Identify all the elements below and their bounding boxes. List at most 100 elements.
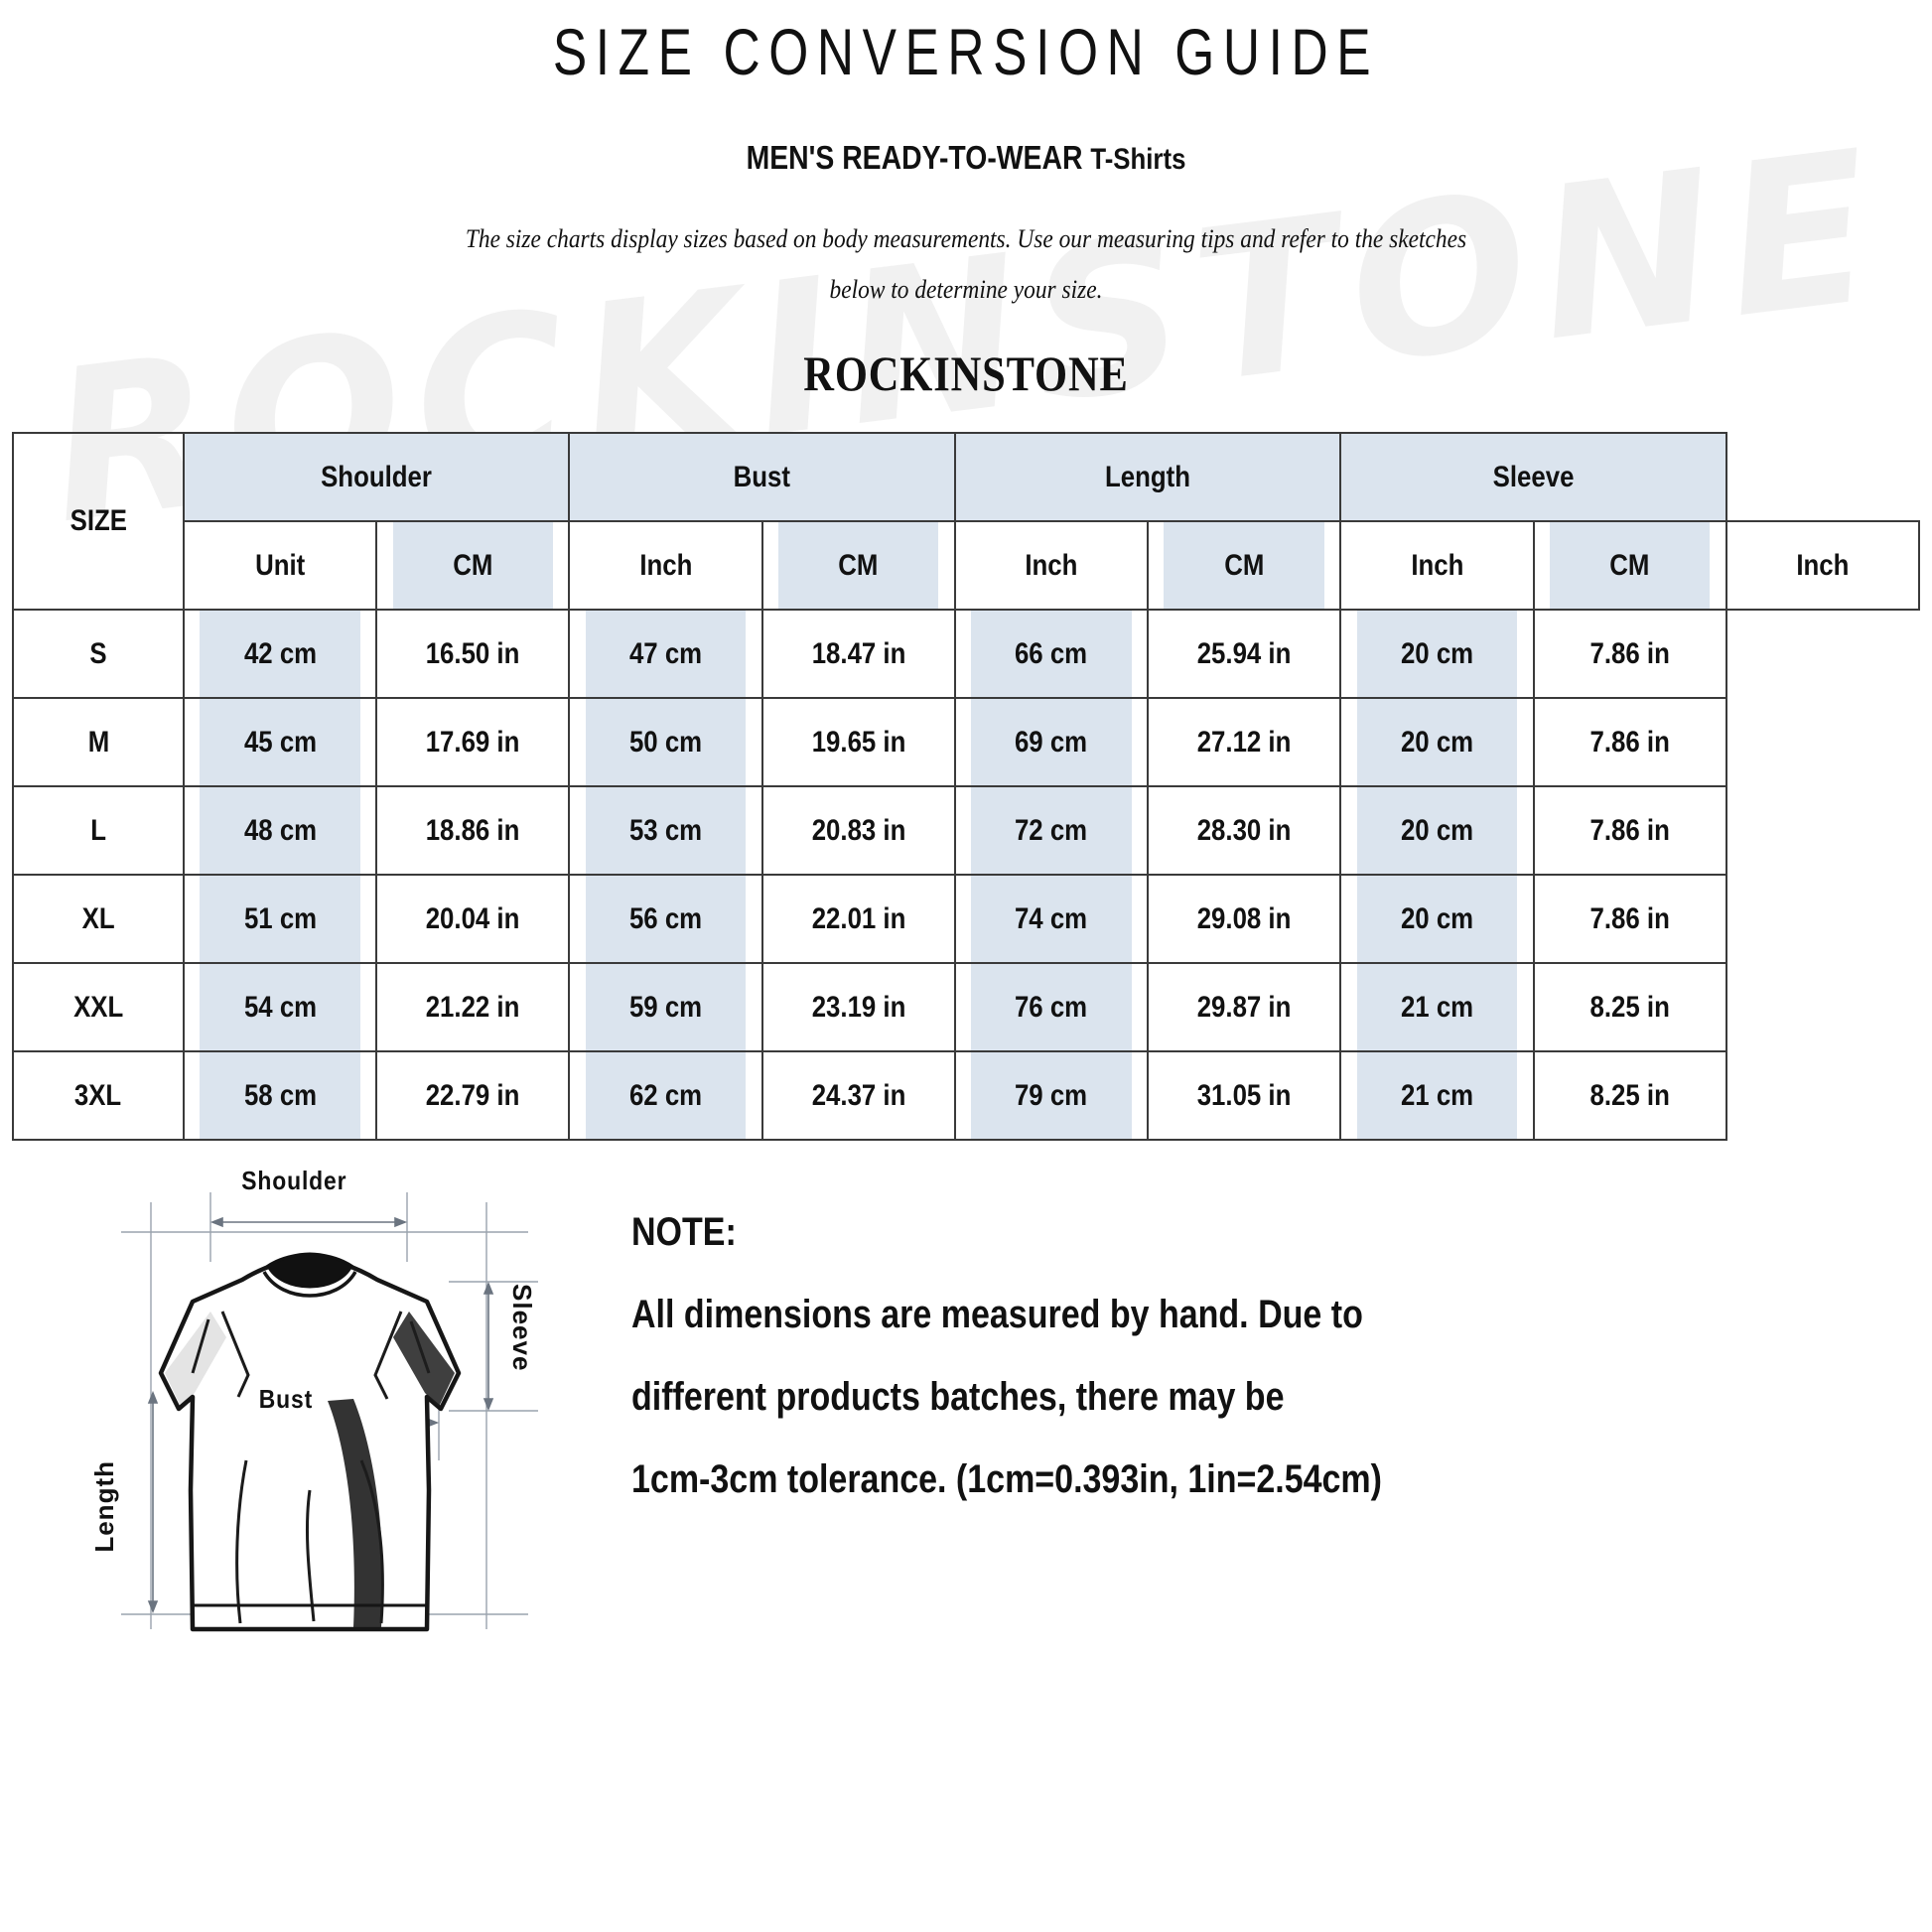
cell-cm: 21 cm bbox=[1339, 962, 1535, 1053]
cell-size: L bbox=[12, 785, 185, 877]
cell-inch: 22.79 in bbox=[375, 1050, 571, 1142]
note-line-2: different products batches, there may be bbox=[631, 1375, 1285, 1420]
tshirt-collar bbox=[266, 1252, 353, 1289]
cell-inch: 8.25 in bbox=[1532, 1050, 1727, 1142]
page-subtitle: MEN'S READY-TO-WEAR T-Shirts bbox=[135, 139, 1797, 177]
diagram-label-bust: Bust bbox=[258, 1384, 314, 1415]
cell-cm: 42 cm bbox=[182, 609, 378, 700]
cell-cm: 20 cm bbox=[1339, 609, 1535, 700]
subtitle-product: T-Shirts bbox=[1090, 143, 1186, 176]
cell-size: XL bbox=[12, 874, 185, 965]
cell-inch: 16.50 in bbox=[375, 609, 571, 700]
table-row: L 48 cm 18.86 in 53 cm 20.83 in 72 cm 28.30 in… bbox=[12, 785, 1919, 877]
cell-inch: 29.08 in bbox=[1147, 874, 1342, 965]
note-block: NOTE: All dimensions are measured by han… bbox=[608, 1163, 1932, 1502]
cell-inch: 7.86 in bbox=[1532, 785, 1727, 877]
tshirt-diagram-svg bbox=[121, 1192, 538, 1632]
header-size: SIZE bbox=[12, 432, 185, 612]
cell-cm: 20 cm bbox=[1339, 874, 1535, 965]
cell-cm: 76 cm bbox=[953, 962, 1150, 1053]
description: The size charts display sizes based on b… bbox=[96, 214, 1835, 315]
note-title: NOTE: bbox=[631, 1210, 737, 1255]
header-group-shoulder: Shoulder bbox=[182, 432, 571, 523]
cell-cm: 69 cm bbox=[953, 697, 1150, 788]
cell-inch: 31.05 in bbox=[1147, 1050, 1342, 1142]
cell-cm: 51 cm bbox=[182, 874, 378, 965]
cell-size: S bbox=[12, 609, 185, 700]
note-line-1: All dimensions are measured by hand. Due… bbox=[631, 1293, 1363, 1337]
cell-cm: 74 cm bbox=[953, 874, 1150, 965]
subtitle-category: MEN'S READY-TO-WEAR bbox=[746, 139, 1083, 176]
cell-cm: 45 cm bbox=[182, 697, 378, 788]
header-unit-shoulder-cm: CM bbox=[375, 520, 571, 612]
cell-cm: 20 cm bbox=[1339, 785, 1535, 877]
cell-cm: 50 cm bbox=[568, 697, 763, 788]
cell-cm: 66 cm bbox=[953, 609, 1150, 700]
cell-size: M bbox=[12, 697, 185, 788]
cell-inch: 21.22 in bbox=[375, 962, 571, 1053]
cell-cm: 53 cm bbox=[568, 785, 763, 877]
note-line-3: 1cm-3cm tolerance. (1cm=0.393in, 1in=2.5… bbox=[631, 1457, 1382, 1502]
cell-inch: 29.87 in bbox=[1147, 962, 1342, 1053]
table-unit-header-row: Unit CM Inch CM Inch CM Inch bbox=[13, 520, 1921, 612]
cell-inch: 18.47 in bbox=[760, 609, 956, 700]
table-row: 3XL 58 cm 22.79 in 62 cm 24.37 in 79 cm 31.05 … bbox=[12, 1050, 1919, 1142]
description-line-2: below to determine your size. bbox=[829, 274, 1103, 304]
size-chart-table: SIZE Shoulder Bust Length Sleeve Unit CM bbox=[12, 432, 1921, 1142]
cell-inch: 17.69 in bbox=[375, 697, 571, 788]
table-body: S 42 cm 16.50 in 47 cm 18.47 in 66 cm 25.94 in… bbox=[12, 609, 1919, 1142]
header-unit-label: Unit bbox=[182, 520, 378, 612]
header-unit-length-inch: Inch bbox=[1339, 520, 1535, 612]
cell-inch: 8.25 in bbox=[1532, 962, 1727, 1053]
cell-cm: 21 cm bbox=[1339, 1050, 1535, 1142]
cell-inch: 20.83 in bbox=[760, 785, 956, 877]
diagram-label-shoulder: Shoulder bbox=[241, 1166, 347, 1196]
cell-inch: 18.86 in bbox=[375, 785, 571, 877]
cell-cm: 56 cm bbox=[568, 874, 763, 965]
cell-size: 3XL bbox=[12, 1050, 185, 1142]
header-group-length: Length bbox=[953, 432, 1342, 523]
cell-inch: 20.04 in bbox=[375, 874, 571, 965]
table-row: XL 51 cm 20.04 in 56 cm 22.01 in 74 cm 29.08 i… bbox=[12, 874, 1919, 965]
cell-inch: 24.37 in bbox=[760, 1050, 956, 1142]
table-group-header-row: SIZE Shoulder Bust Length Sleeve bbox=[12, 432, 1919, 612]
cell-cm: 62 cm bbox=[568, 1050, 763, 1142]
table-row: XXL 54 cm 21.22 in 59 cm 23.19 in 76 cm 29.87 … bbox=[12, 962, 1919, 1053]
cell-cm: 59 cm bbox=[568, 962, 763, 1053]
cell-cm: 72 cm bbox=[953, 785, 1150, 877]
cell-cm: 79 cm bbox=[953, 1050, 1150, 1142]
header-unit-length-cm: CM bbox=[1147, 520, 1342, 612]
header-unit-bust-inch: Inch bbox=[953, 520, 1150, 612]
diagram-label-length: Length bbox=[89, 1460, 119, 1554]
table-row: S 42 cm 16.50 in 47 cm 18.47 in 66 cm 25.94 in… bbox=[12, 609, 1919, 700]
header-group-sleeve: Sleeve bbox=[1339, 432, 1727, 523]
brand-name: ROCKINSTONE bbox=[803, 345, 1129, 402]
cell-inch: 23.19 in bbox=[760, 962, 956, 1053]
cell-cm: 54 cm bbox=[182, 962, 378, 1053]
description-line-1: The size charts display sizes based on b… bbox=[465, 224, 1467, 253]
header-unit-bust-cm: CM bbox=[760, 520, 956, 612]
cell-inch: 27.12 in bbox=[1147, 697, 1342, 788]
diagram-label-sleeve: Sleeve bbox=[507, 1284, 537, 1372]
page-title: SIZE CONVERSION GUIDE bbox=[552, 15, 1380, 88]
header-unit-sleeve-cm: CM bbox=[1532, 520, 1727, 612]
cell-inch: 19.65 in bbox=[760, 697, 956, 788]
cell-cm: 20 cm bbox=[1339, 697, 1535, 788]
cell-cm: 47 cm bbox=[568, 609, 763, 700]
cell-inch: 7.86 in bbox=[1532, 697, 1727, 788]
size-guide-page: SIZE CONVERSION GUIDE MEN'S READY-TO-WEA… bbox=[0, 15, 1932, 1679]
table-row: M 45 cm 17.69 in 50 cm 19.65 in 69 cm 27.12 in… bbox=[12, 697, 1919, 788]
bottom-section: Shoulder Bust Length Sleeve NOTE: All di… bbox=[0, 1163, 1932, 1679]
cell-cm: 48 cm bbox=[182, 785, 378, 877]
cell-inch: 22.01 in bbox=[760, 874, 956, 965]
header-unit-sleeve-inch: Inch bbox=[1725, 520, 1921, 612]
cell-size: XXL bbox=[12, 962, 185, 1053]
tshirt-measurement-diagram: Shoulder Bust Length Sleeve bbox=[12, 1163, 608, 1679]
header-group-bust: Bust bbox=[568, 432, 956, 523]
cell-cm: 58 cm bbox=[182, 1050, 378, 1142]
cell-inch: 25.94 in bbox=[1147, 609, 1342, 700]
cell-inch: 7.86 in bbox=[1532, 609, 1727, 700]
cell-inch: 28.30 in bbox=[1147, 785, 1342, 877]
header-unit-shoulder-inch: Inch bbox=[568, 520, 763, 612]
cell-inch: 7.86 in bbox=[1532, 874, 1727, 965]
